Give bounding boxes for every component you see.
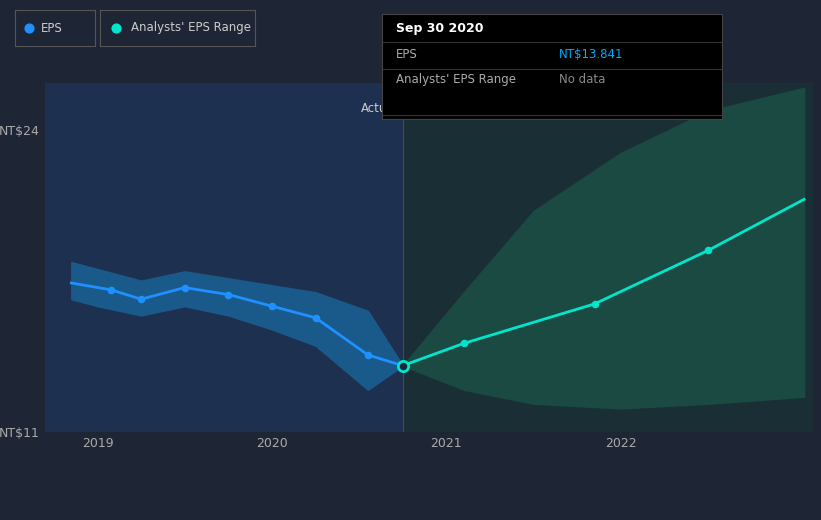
Text: EPS: EPS	[40, 21, 62, 34]
Point	[361, 351, 374, 359]
Text: Actual: Actual	[360, 102, 397, 115]
Point	[109, 24, 122, 32]
Bar	[45, 83, 403, 432]
Point	[588, 300, 601, 308]
Point	[309, 314, 322, 322]
Text: Sep 30 2020: Sep 30 2020	[396, 22, 483, 35]
Point	[135, 295, 148, 303]
Point	[457, 339, 470, 347]
Point	[397, 361, 410, 370]
Text: NT$13.841: NT$13.841	[559, 48, 623, 61]
Point	[222, 290, 235, 298]
Point	[178, 283, 191, 292]
Text: EPS: EPS	[396, 48, 417, 61]
Point	[265, 302, 278, 310]
Point	[105, 286, 118, 294]
Point	[702, 246, 715, 255]
Text: No data: No data	[559, 73, 605, 86]
Text: Analysts Forecasts: Analysts Forecasts	[411, 102, 521, 115]
Text: Analysts' EPS Range: Analysts' EPS Range	[131, 21, 251, 34]
Bar	[403, 83, 813, 432]
Point	[23, 24, 36, 32]
Text: Analysts' EPS Range: Analysts' EPS Range	[396, 73, 516, 86]
